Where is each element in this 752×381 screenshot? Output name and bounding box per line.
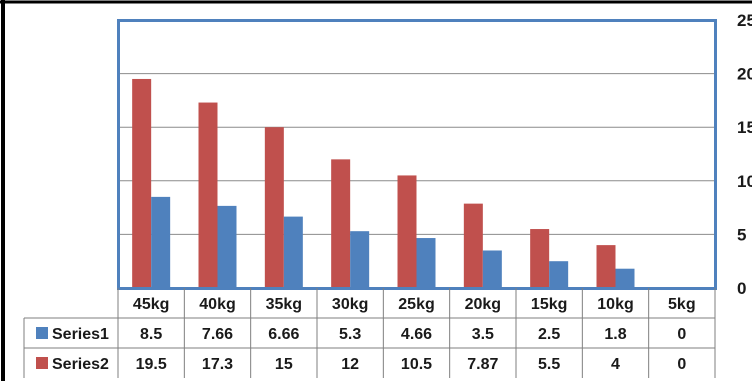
bar-series1-30kg xyxy=(350,231,370,288)
category-label: 40kg xyxy=(199,296,235,313)
y-tick-label: 20 xyxy=(737,65,752,84)
bar-series2-45kg xyxy=(132,78,152,289)
data-label: 17.3 xyxy=(202,356,233,373)
data-label: 12 xyxy=(341,356,359,373)
bar-series2-20kg xyxy=(463,203,483,288)
category-label: 30kg xyxy=(332,296,368,313)
y-tick-label: 15 xyxy=(737,118,752,137)
legend-key-series1 xyxy=(36,327,48,339)
data-label: 10.5 xyxy=(401,356,432,373)
data-label: 0 xyxy=(677,356,686,373)
category-label: 15kg xyxy=(531,296,567,313)
data-label: 2.5 xyxy=(538,326,560,343)
category-label: 5kg xyxy=(668,296,696,313)
bar-series1-40kg xyxy=(217,205,237,288)
data-label: 6.66 xyxy=(268,326,299,343)
category-label: 25kg xyxy=(398,296,434,313)
bar-series2-35kg xyxy=(264,127,284,288)
data-label: 19.5 xyxy=(136,356,167,373)
y-tick-label: 10 xyxy=(737,172,752,191)
data-label: 7.87 xyxy=(467,356,498,373)
y-tick-label: 5 xyxy=(737,225,746,244)
bar-series2-10kg xyxy=(596,245,616,288)
bar-series1-20kg xyxy=(482,250,502,288)
bar-series2-40kg xyxy=(198,102,218,288)
category-label: 10kg xyxy=(597,296,633,313)
data-label: 7.66 xyxy=(202,326,233,343)
legend-label: Series2 xyxy=(52,356,109,373)
bar-series2-30kg xyxy=(331,159,351,288)
category-label: 20kg xyxy=(465,296,501,313)
bars xyxy=(132,78,635,289)
data-table: 45kg 40kg 35kg 30kg 25kg 20kg 15kg 10kg 5kg Serie… xyxy=(23,288,716,378)
data-label: 15 xyxy=(275,356,293,373)
bar-series1-15kg xyxy=(549,261,569,288)
category-label: 35kg xyxy=(266,296,302,313)
plot-area-border xyxy=(117,19,717,290)
data-label: 4.66 xyxy=(401,326,432,343)
data-label: 8.5 xyxy=(140,326,162,343)
category-label: 45kg xyxy=(133,296,169,313)
legend-key-series2 xyxy=(36,357,48,369)
bar-series1-35kg xyxy=(283,216,303,288)
data-label: 3.5 xyxy=(472,326,494,343)
y-tick-label: 25 xyxy=(737,11,752,30)
bar-series2-25kg xyxy=(397,175,417,288)
data-label: 5.5 xyxy=(538,356,560,373)
bar-series1-45kg xyxy=(151,196,171,288)
y-axis-ticks: 0 5 10 15 20 25 xyxy=(737,11,752,298)
data-label: 0 xyxy=(677,326,686,343)
y-tick-label: 0 xyxy=(737,279,746,298)
bar-series2-15kg xyxy=(530,229,550,288)
data-label: 5.3 xyxy=(339,326,361,343)
data-label: 4 xyxy=(611,356,620,373)
legend-label: Series1 xyxy=(52,326,109,343)
bar-series1-10kg xyxy=(615,268,635,288)
bar-series1-25kg xyxy=(416,238,436,288)
data-label: 1.8 xyxy=(604,326,626,343)
